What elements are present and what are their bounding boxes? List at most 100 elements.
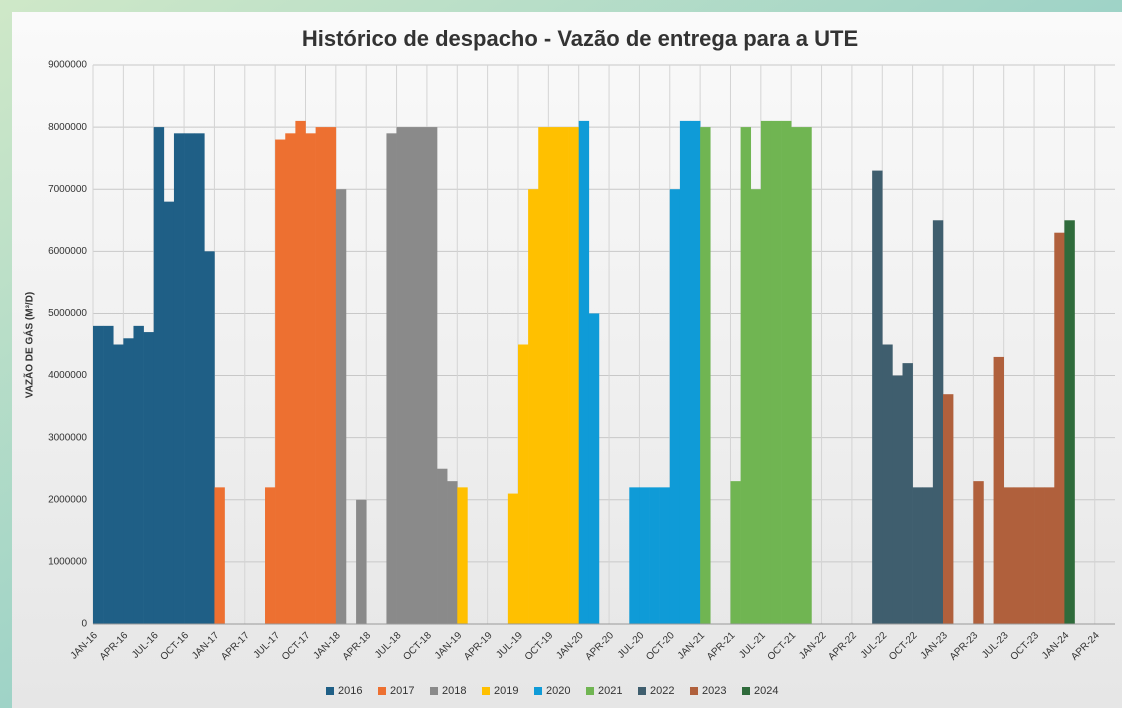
- bar: [396, 127, 407, 624]
- bar: [426, 127, 438, 624]
- bar: [265, 487, 276, 624]
- legend-swatch: [482, 687, 490, 695]
- bar: [740, 127, 752, 624]
- bar: [568, 127, 580, 624]
- bar: [1034, 487, 1045, 624]
- legend-label: 2016: [338, 685, 362, 697]
- legend-label: 2022: [650, 685, 674, 697]
- legend-label: 2020: [546, 685, 570, 697]
- bar: [801, 127, 812, 624]
- bar: [457, 487, 468, 624]
- bar: [204, 251, 215, 625]
- bar: [335, 189, 347, 624]
- legend-label: 2023: [702, 685, 726, 697]
- bar: [629, 487, 640, 624]
- bar: [1023, 487, 1035, 624]
- legend-label: 2018: [442, 685, 466, 697]
- bar: [649, 487, 660, 624]
- bar: [93, 325, 104, 624]
- bar: [750, 189, 762, 624]
- bar: [700, 127, 711, 624]
- bar: [386, 133, 397, 625]
- bar: [295, 120, 306, 625]
- bar: [558, 127, 569, 624]
- bar: [103, 325, 114, 624]
- y-tick-label: 7000000: [48, 184, 87, 195]
- bar: [548, 127, 559, 624]
- bar: [760, 120, 772, 625]
- bar: [194, 133, 205, 625]
- legend-label: 2021: [598, 685, 622, 697]
- y-tick-label: 8000000: [48, 122, 87, 133]
- bar: [578, 120, 590, 625]
- bar: [730, 481, 741, 624]
- y-tick-label: 3000000: [48, 432, 87, 443]
- bar: [143, 332, 155, 624]
- y-axis-label: VAZÃO DE GÁS (M³/D): [23, 292, 36, 398]
- bar: [973, 481, 984, 624]
- bar: [1044, 487, 1055, 624]
- bar: [214, 487, 225, 624]
- legend-swatch: [430, 687, 438, 695]
- bar: [325, 127, 337, 624]
- legend-swatch: [326, 687, 334, 695]
- bar: [153, 127, 165, 624]
- bar: [528, 189, 539, 624]
- legend-label: 2017: [390, 685, 414, 697]
- bar: [437, 468, 448, 624]
- bar: [507, 493, 519, 624]
- y-tick-label: 1000000: [48, 557, 87, 568]
- legend-label: 2024: [754, 685, 778, 697]
- bar: [416, 127, 428, 624]
- legend-swatch: [586, 687, 594, 695]
- bar: [770, 120, 782, 625]
- bar: [285, 133, 296, 625]
- bar: [588, 313, 600, 624]
- bar: [791, 127, 802, 624]
- bar: [690, 120, 701, 625]
- bar: [902, 363, 913, 624]
- bar: [315, 127, 327, 624]
- y-tick-label: 6000000: [48, 246, 87, 257]
- bar: [1013, 487, 1025, 624]
- legend-swatch: [742, 687, 750, 695]
- y-tick-label: 2000000: [48, 494, 87, 505]
- bar: [133, 325, 144, 624]
- bar: [942, 394, 954, 624]
- chart-title: Histórico de despacho - Vazão de entrega…: [302, 26, 858, 51]
- bar: [517, 344, 529, 624]
- legend-swatch: [534, 687, 542, 695]
- bar: [173, 133, 185, 625]
- bar: [1064, 220, 1075, 624]
- y-tick-label: 5000000: [48, 308, 87, 319]
- bar: [123, 338, 134, 624]
- legend-swatch: [638, 687, 646, 695]
- bar: [932, 220, 944, 624]
- bar: [406, 127, 418, 624]
- bar: [1054, 232, 1065, 624]
- bar: [993, 356, 1004, 624]
- y-tick-label: 9000000: [48, 60, 87, 71]
- y-tick-label: 4000000: [48, 370, 87, 381]
- bar: [305, 133, 316, 625]
- bar: [356, 499, 367, 624]
- bar: [163, 201, 175, 624]
- bar: [275, 139, 286, 625]
- bar: [892, 375, 903, 624]
- bar: [184, 133, 195, 625]
- bar: [922, 487, 934, 624]
- bar: [659, 487, 671, 624]
- legend-label: 2019: [494, 685, 518, 697]
- bar: [781, 120, 792, 625]
- legend-swatch: [378, 687, 386, 695]
- bar: [113, 344, 124, 624]
- bar: [872, 170, 883, 625]
- bar: [447, 481, 458, 624]
- bar: [669, 189, 681, 624]
- y-tick-label: 0: [81, 619, 87, 630]
- legend-swatch: [690, 687, 698, 695]
- bar: [679, 120, 691, 625]
- bar: [882, 344, 893, 624]
- bar: [538, 127, 549, 624]
